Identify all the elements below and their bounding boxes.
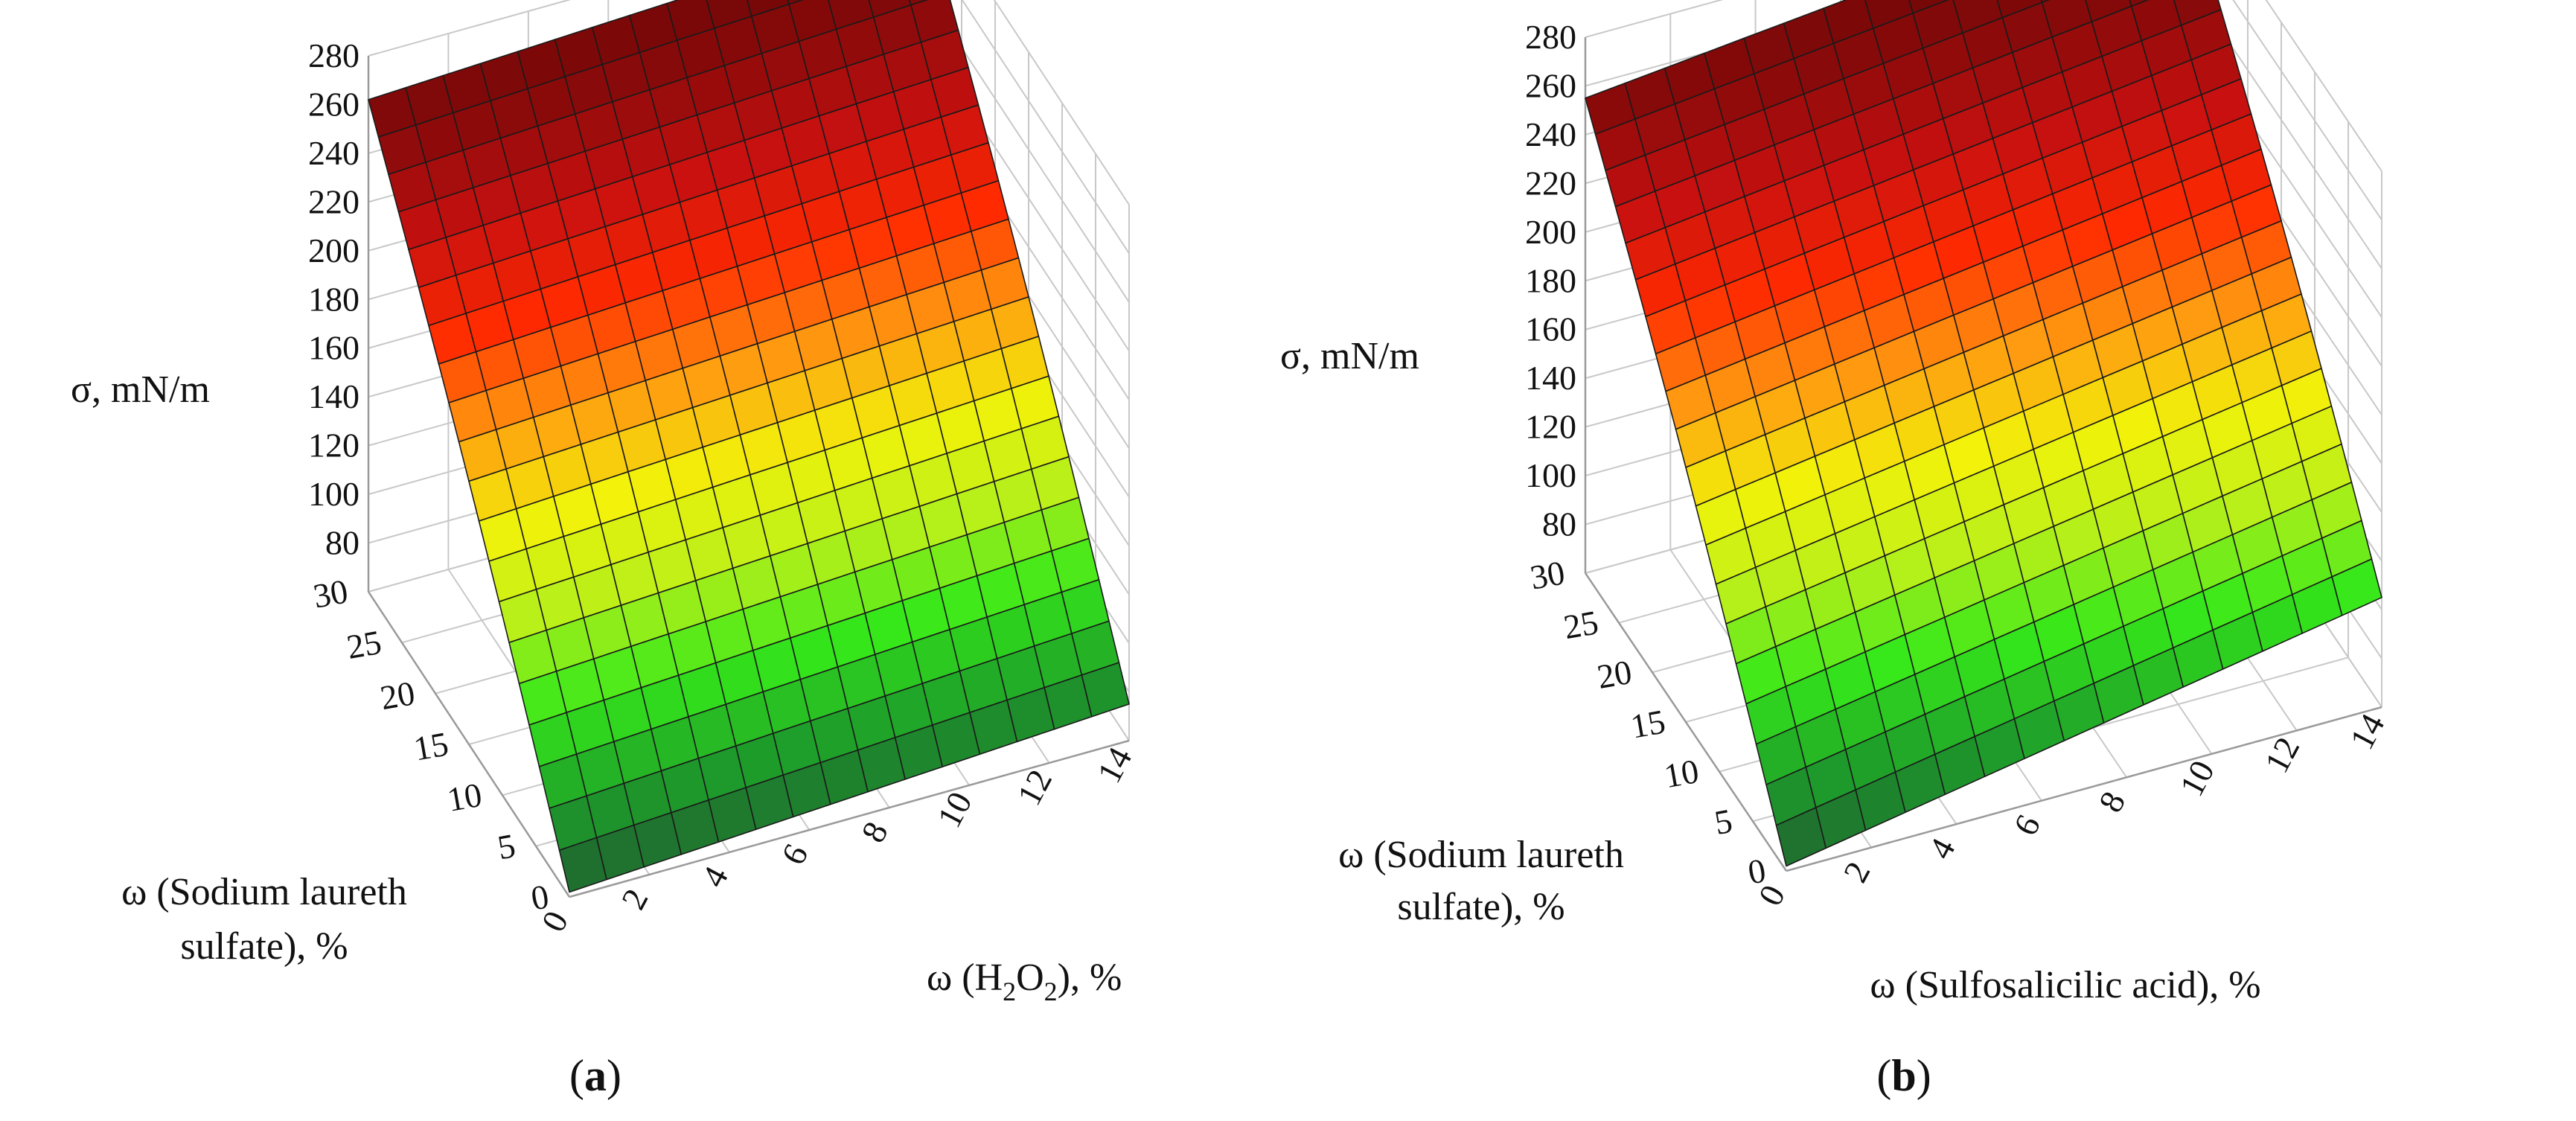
y-tick-label: 5 (495, 826, 519, 866)
panel-b-label: (b) (1876, 1051, 1931, 1100)
y-tick-label: 15 (1628, 702, 1668, 745)
surface-cell (1081, 662, 1130, 718)
x-tick-label: 10 (930, 785, 979, 834)
z-tick-label: 260 (308, 85, 359, 123)
panel-a-y-axis-title-line1: ω (Sodium laureth (121, 871, 407, 913)
z-tick-label: 200 (308, 231, 359, 269)
back-wall-gridline (368, 0, 572, 57)
panel-a-z-axis-title: σ, mN/m (71, 368, 210, 411)
z-tick-label: 80 (1542, 505, 1576, 543)
z-tick-label: 200 (1525, 213, 1576, 251)
z-tick-label: 80 (325, 524, 359, 562)
x-tick-label: 4 (1921, 832, 1963, 865)
z-tick-label: 220 (308, 182, 359, 220)
panel-b-surface (1585, 0, 2382, 867)
z-tick-label: 100 (1525, 456, 1576, 494)
z-tick-label: 260 (1525, 66, 1576, 104)
surface-cell (2331, 558, 2382, 616)
panel-b-y-axis-title-line1: ω (Sodium laureth (1338, 834, 1624, 876)
x-tick-label: 4 (694, 860, 735, 893)
box-edge (367, 591, 571, 898)
panel-a-x-axis-title: ω (H2O2), % (927, 956, 1122, 1006)
box-edge (1584, 572, 1788, 872)
z-tick-label: 120 (308, 427, 359, 464)
panel-b-y-axis-title-line2: sulfate), % (1397, 886, 1565, 928)
y-tick-label: 30 (310, 572, 351, 615)
z-tick-label: 280 (1525, 18, 1576, 56)
x-tick-label: 12 (1010, 763, 1060, 811)
z-tick-label: 160 (308, 329, 359, 367)
panel-b-x-axis-title: ω (Sulfosalicilic acid), % (1870, 964, 2260, 1006)
x-tick-label: 2 (614, 883, 656, 916)
box-edge (569, 739, 1130, 898)
z-tick-label: 140 (1525, 359, 1576, 397)
y-tick-label: 25 (1561, 603, 1601, 646)
y-tick-label: 30 (1527, 553, 1567, 596)
z-tick-label: 120 (1525, 408, 1576, 446)
z-tick-label: 100 (308, 475, 359, 513)
panel-a-surface (368, 0, 1130, 893)
x-tick-label: 14 (2342, 707, 2392, 756)
y-tick-label: 10 (1661, 752, 1701, 795)
panel-a-z-ticks: 80 100 120 140 160 180 200 220 240 260 280 (308, 36, 359, 562)
y-tick-label: 25 (344, 623, 384, 666)
x-tick-label: 14 (1090, 741, 1140, 789)
y-tick-label: 20 (377, 674, 418, 717)
z-tick-label: 140 (308, 377, 359, 415)
z-tick-label: 160 (1525, 310, 1576, 348)
z-tick-label: 240 (308, 134, 359, 172)
x-tick-label: 8 (2091, 785, 2133, 818)
z-tick-label: 220 (1525, 164, 1576, 202)
y-tick-label: 10 (444, 776, 485, 819)
back-wall-gridline (1585, 0, 1724, 38)
x-tick-label: 6 (2006, 808, 2048, 841)
panel-b-z-axis-title: σ, mN/m (1280, 335, 1419, 377)
panel-a-y-axis-title-line2: sulfate), % (180, 925, 348, 968)
z-tick-label: 280 (308, 36, 359, 74)
x-tick-label: 10 (2172, 754, 2222, 802)
z-tick-label: 180 (308, 280, 359, 318)
box-edge (1786, 706, 2382, 872)
z-tick-label: 240 (1525, 115, 1576, 153)
y-tick-label: 5 (1712, 802, 1736, 842)
x-tick-label: 0 (534, 905, 575, 938)
x-tick-label: 2 (1836, 855, 1878, 888)
x-tick-label: 8 (854, 816, 895, 849)
x-tick-label: 6 (774, 838, 816, 871)
x-tick-label: 12 (2257, 731, 2307, 779)
y-tick-label: 15 (411, 724, 451, 767)
x-tick-label: 0 (1751, 879, 1792, 912)
panel-a-label: (a) (569, 1051, 621, 1100)
z-tick-label: 180 (1525, 261, 1576, 299)
y-tick-label: 20 (1594, 653, 1634, 696)
panel-b-z-ticks: 80 100 120 140 160 180 200 220 240 260 280 (1525, 18, 1576, 543)
